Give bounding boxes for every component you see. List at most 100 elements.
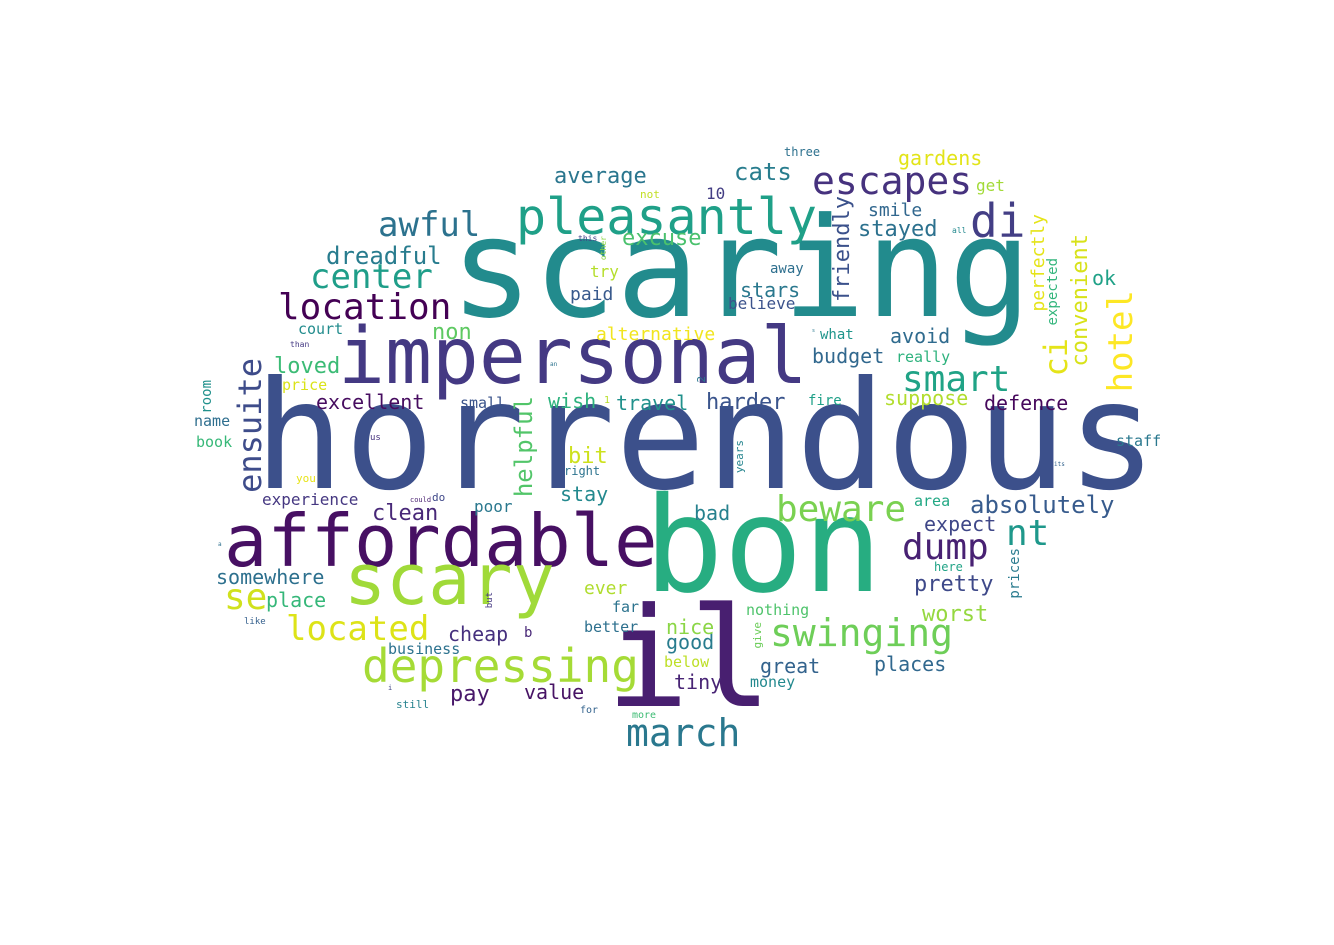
word-more: more <box>632 710 657 721</box>
word-for: for <box>580 705 599 716</box>
word-better: better <box>584 618 639 636</box>
word-pleasantly: pleasantly <box>516 188 818 246</box>
word-value: value <box>524 680 585 704</box>
word-i: i <box>388 684 393 692</box>
word-smile: smile <box>868 200 923 221</box>
word-not: not <box>640 188 660 201</box>
word-dreadful: dreadful <box>326 242 442 270</box>
word-pretty: pretty <box>914 572 994 597</box>
word-poor: poor <box>474 497 513 516</box>
word-really: really <box>896 348 951 366</box>
word-tiny: tiny <box>674 670 723 694</box>
word-a: a <box>218 541 222 548</box>
word-stayed: stayed <box>858 217 938 242</box>
word-cats: cats <box>734 158 792 186</box>
word-expected: expected <box>1045 258 1061 326</box>
word-believe: believe <box>728 294 796 313</box>
word-center: center <box>310 257 433 297</box>
word-gardens: gardens <box>898 146 983 170</box>
word-below: below <box>664 653 710 671</box>
word-try: try <box>590 262 619 281</box>
word-but: but <box>485 592 495 609</box>
word-place: place <box>266 588 327 612</box>
word-average: average <box>554 164 647 189</box>
word-expect: expect <box>924 512 997 536</box>
word-stars: stars <box>740 278 801 302</box>
word-us: us <box>370 433 381 443</box>
word-somewhere: somewhere <box>216 565 325 589</box>
word-beware: beware <box>776 489 907 530</box>
word-depressing: depressing <box>362 639 639 693</box>
word-business: business <box>388 640 461 658</box>
word-nt: nt <box>1006 513 1050 554</box>
word-far: far <box>612 598 640 616</box>
word-convenient: convenient <box>1068 234 1093 367</box>
word-other: other <box>599 236 608 261</box>
word-hotel: hotel <box>1101 290 1141 393</box>
word-bad: bad <box>694 501 731 525</box>
word-you: you <box>296 472 316 485</box>
word-dump: dump <box>902 527 989 568</box>
word-money: money <box>750 673 796 691</box>
word-march: march <box>626 711 741 755</box>
word-bit: bit <box>568 444 608 469</box>
word-clean: clean <box>372 501 439 526</box>
word-il: il <box>606 578 773 739</box>
word-awful: awful <box>378 205 481 245</box>
word-wish: wish <box>548 389 597 413</box>
word-an: an <box>550 361 558 368</box>
word-name: name <box>194 412 231 430</box>
word-still: still <box>396 698 430 711</box>
word-than: than <box>290 340 310 349</box>
word-prices: prices <box>1007 548 1023 599</box>
word-here: here <box>934 560 963 574</box>
word-what: what <box>820 327 854 343</box>
word-pay: pay <box>450 682 490 707</box>
word-scary: scary <box>344 539 555 621</box>
word-excellent: excellent <box>316 390 425 414</box>
word-1: 1 <box>604 395 611 406</box>
word-its: its <box>1054 461 1065 468</box>
word-2: 2 <box>695 376 708 383</box>
word-stay: stay <box>560 482 609 506</box>
word-harder: harder <box>706 390 786 415</box>
word-10: 10 <box>706 184 726 203</box>
word-get: get <box>976 176 1005 195</box>
word-friendly: friendly <box>830 196 855 302</box>
word-price: price <box>282 376 328 394</box>
word-b: b <box>524 625 533 641</box>
word-experience: experience <box>262 490 359 509</box>
word-smart: smart <box>902 359 1011 400</box>
word-great: great <box>760 654 821 678</box>
word-room: room <box>199 380 215 414</box>
word-located: located <box>286 609 430 649</box>
word-escapes: escapes <box>812 159 973 203</box>
word-small: small <box>460 394 506 412</box>
word-bon: bon <box>644 469 883 623</box>
word-good: good <box>666 630 715 654</box>
word-horrendous: horrendous <box>254 350 1158 524</box>
word-alternative: alternative <box>596 324 716 345</box>
word-scaring: scaring <box>450 188 1032 349</box>
word-book: book <box>196 433 233 451</box>
word-di: di <box>970 194 1026 248</box>
word-years: years <box>733 440 746 474</box>
word-right: right <box>564 464 601 478</box>
word-all: all <box>952 226 967 235</box>
word-absolutely: absolutely <box>970 491 1115 519</box>
word-area: area <box>914 492 951 510</box>
word-fire: fire <box>808 393 842 409</box>
word-court: court <box>298 320 344 338</box>
word-impersonal: impersonal <box>338 312 808 402</box>
word-places: places <box>874 652 947 676</box>
word-helpful: helpful <box>510 396 538 498</box>
word-location: location <box>278 287 452 328</box>
word-like: like <box>244 617 266 627</box>
word-swinging: swinging <box>770 611 954 655</box>
word-cheap: cheap <box>448 622 509 646</box>
word-suppose: suppose <box>884 386 969 410</box>
word-avoid: avoid <box>890 324 951 348</box>
word-give: give <box>751 622 764 649</box>
word-affordable: affordable <box>224 499 658 583</box>
